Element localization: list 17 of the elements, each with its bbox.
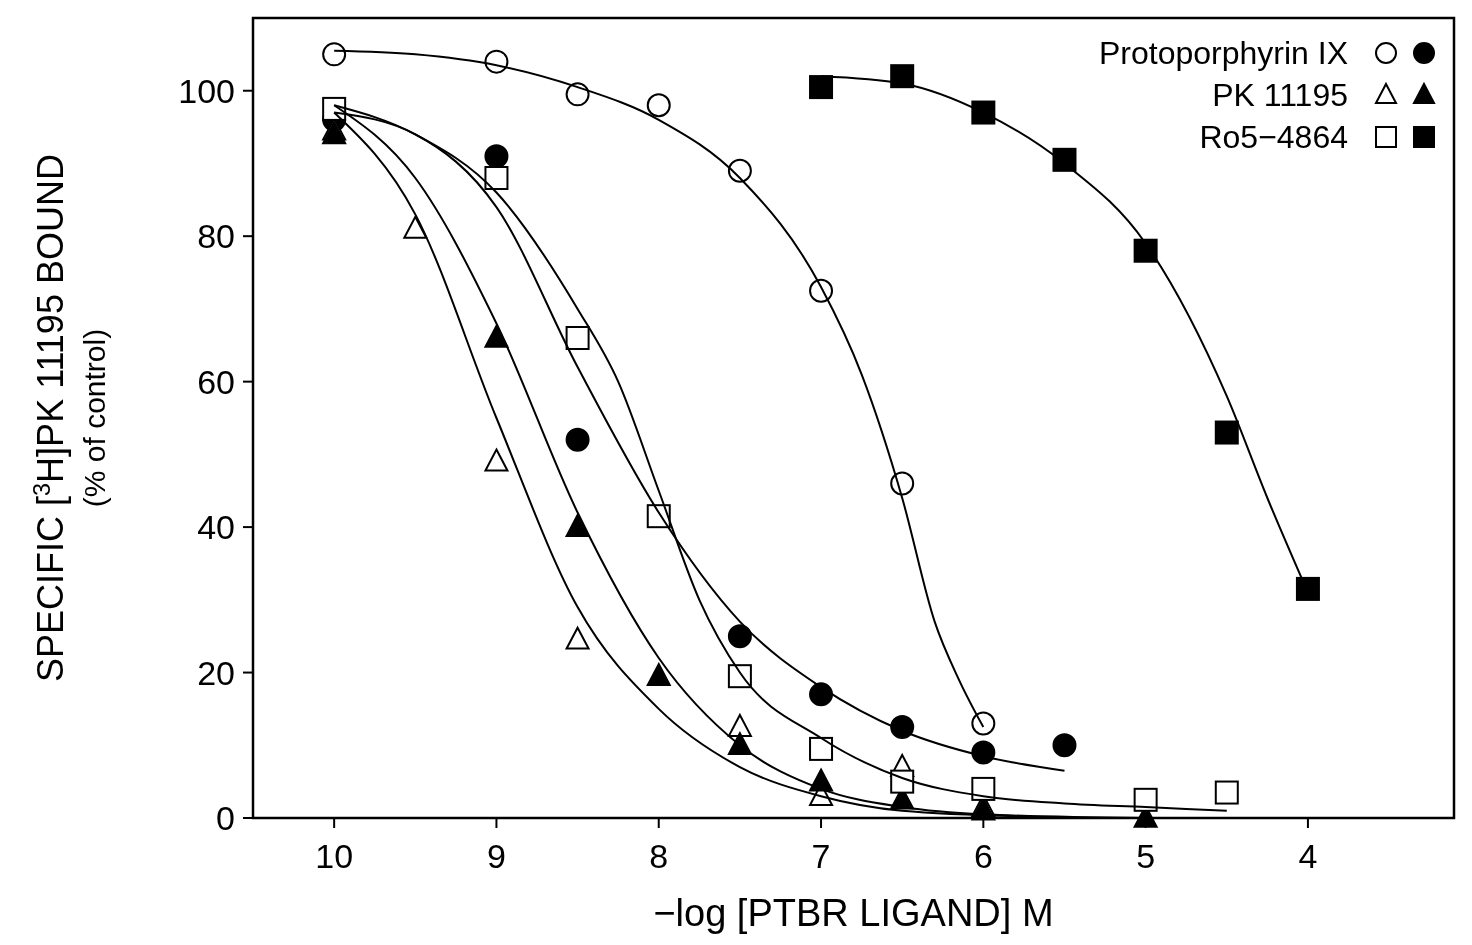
x-tick-label: 9 [486, 837, 506, 875]
y-tick-label: 80 [197, 217, 235, 256]
y-tick-label: 20 [197, 653, 235, 692]
x-tick-label: 8 [649, 837, 669, 875]
x-tick-label: 4 [1298, 837, 1318, 875]
x-tick-label: 7 [811, 837, 831, 875]
x-tick-label: 6 [973, 837, 993, 875]
y-tick-label: 0 [216, 799, 235, 837]
x-tick-label: 5 [1136, 837, 1156, 875]
legend-label: PK 11195 [1212, 77, 1348, 113]
y-tick-label: 60 [197, 362, 235, 401]
legend-label: Protoporphyrin IX [1098, 35, 1348, 71]
x-tick-label: 10 [315, 837, 354, 875]
legend-label: Ro5−4864 [1199, 119, 1348, 155]
y-tick-label: 40 [197, 508, 235, 547]
x-axis-title: −log [PTBR LIGAND] M [653, 892, 1054, 934]
y-tick-label: 100 [178, 71, 235, 110]
